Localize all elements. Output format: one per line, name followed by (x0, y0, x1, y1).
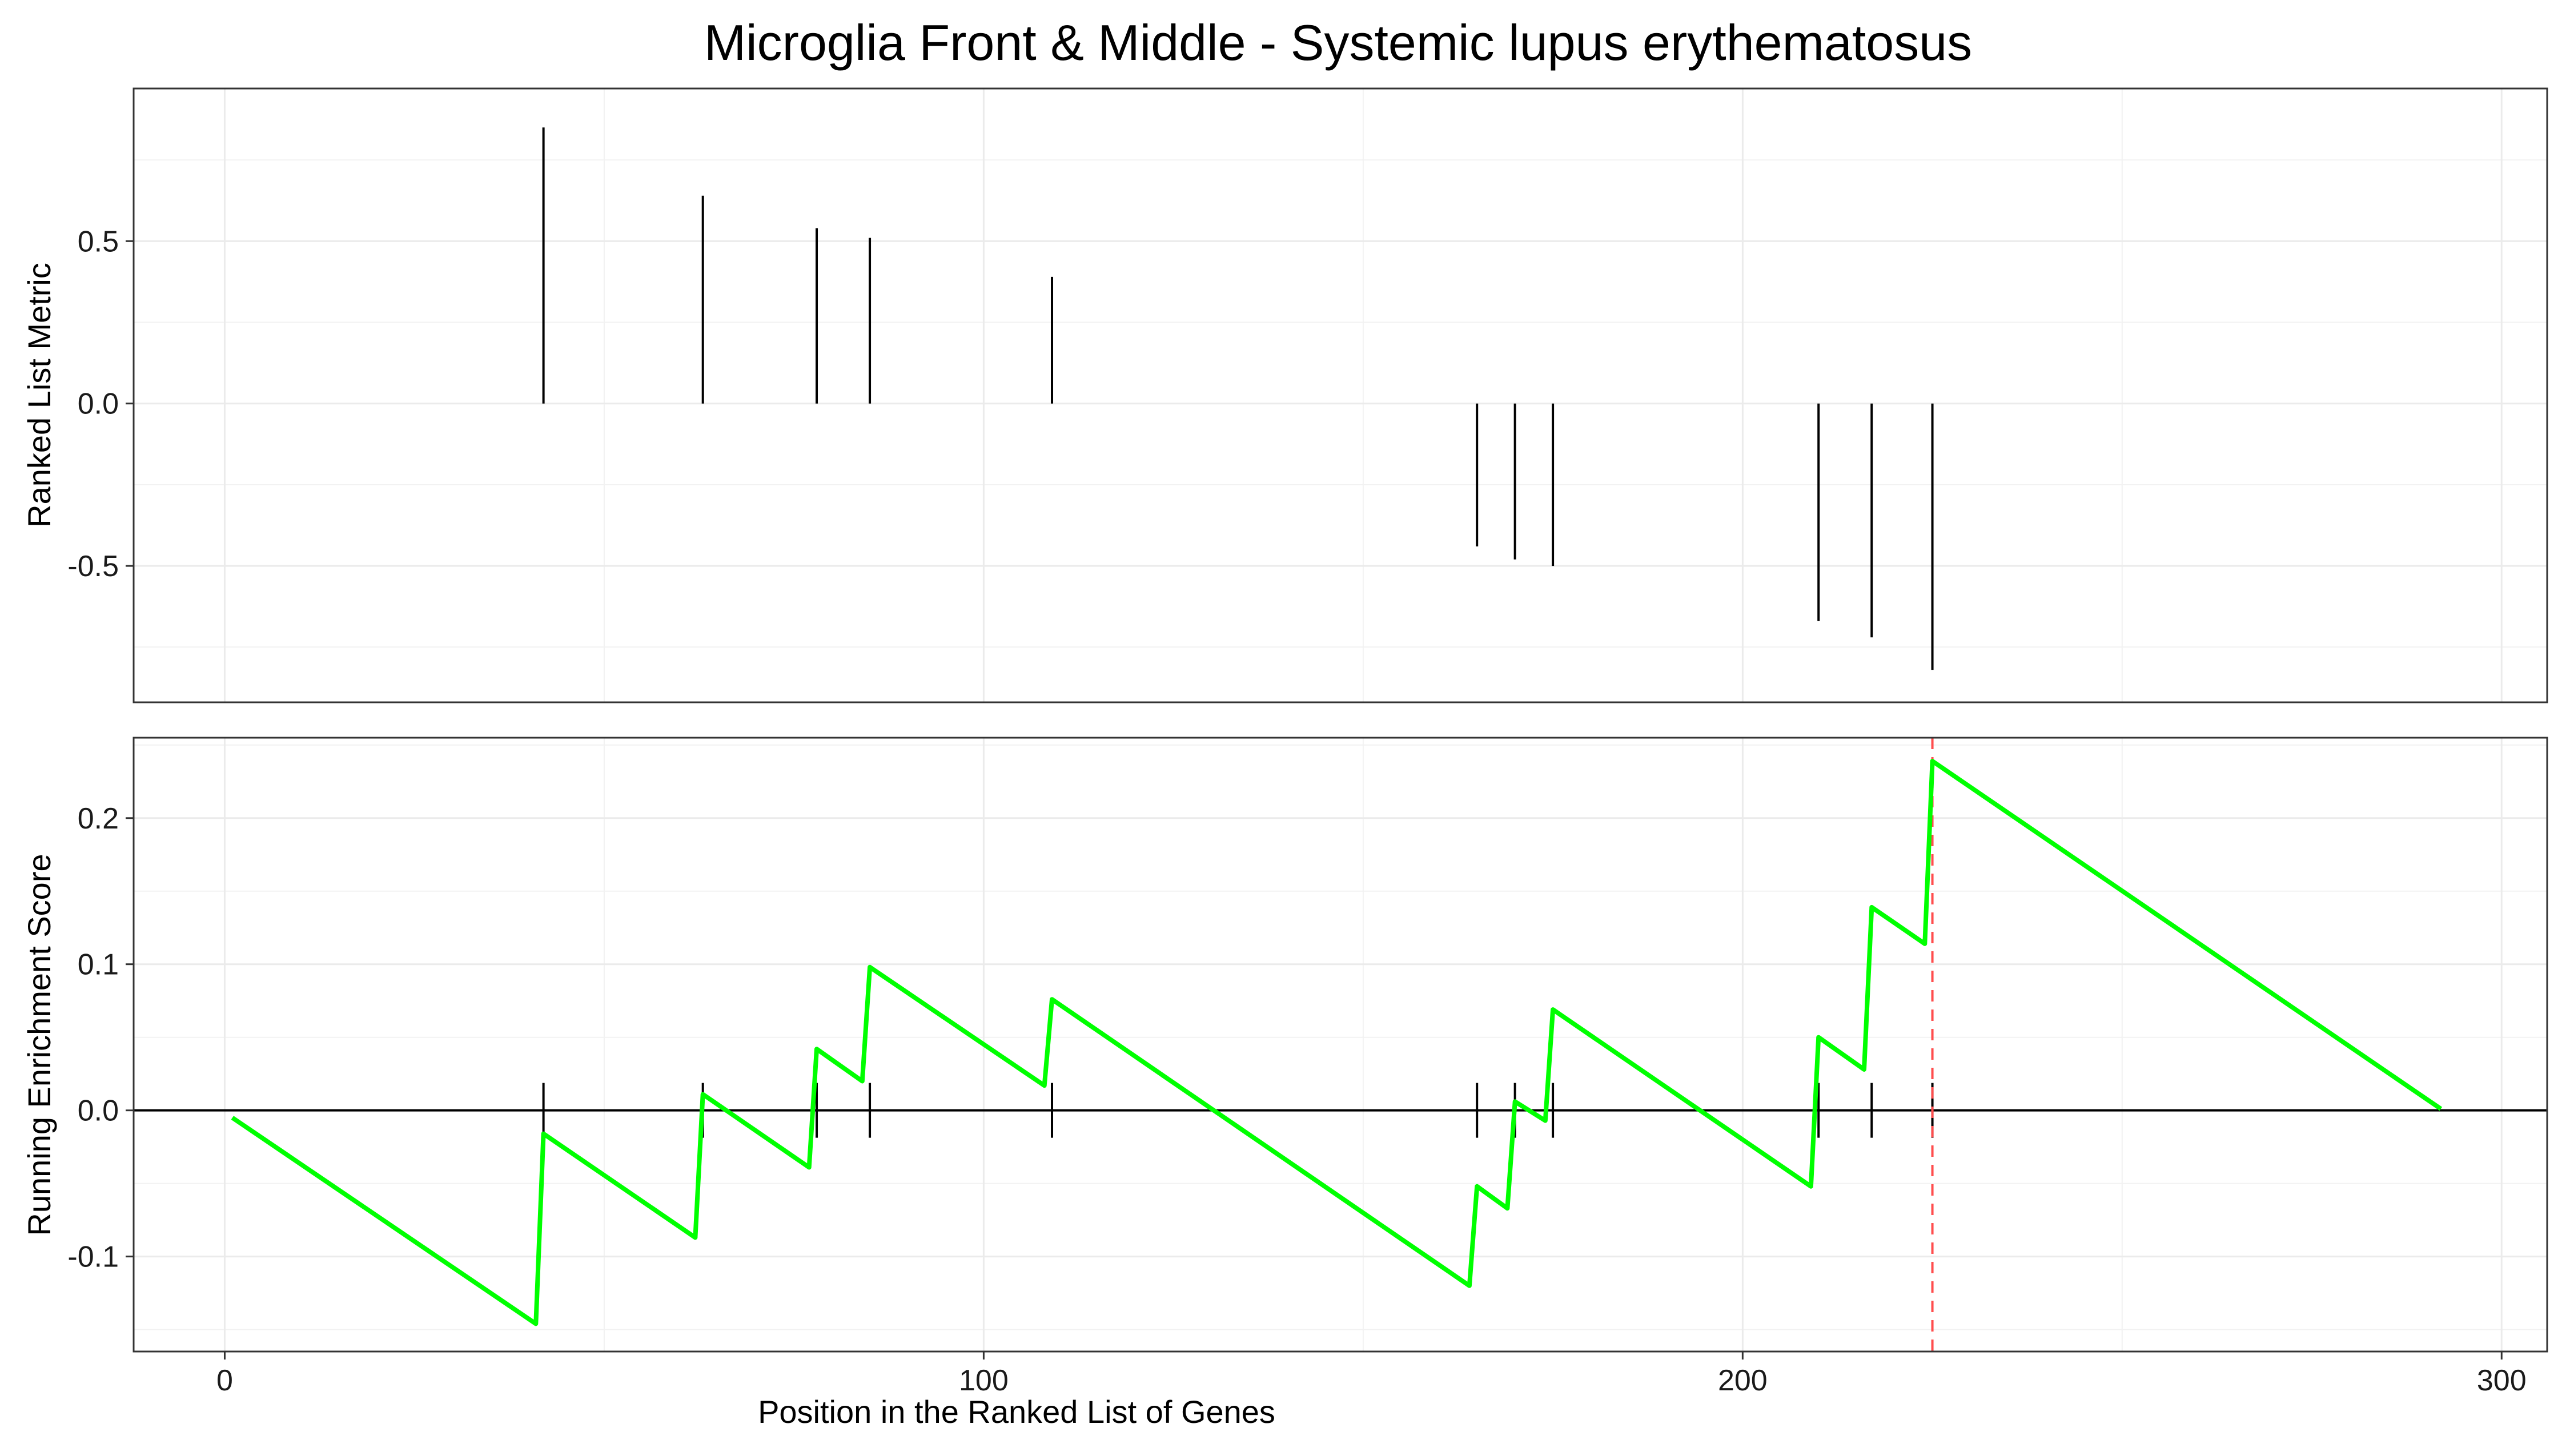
ranked-metric-grid (134, 89, 2547, 702)
ranked-metric-y-tick-label: 0.0 (78, 388, 119, 421)
ranked-metric-panel-background (134, 89, 2547, 702)
x-axis: 0 100 200 300 (216, 1352, 2527, 1397)
ranked-metric-y-tick-label: 0.5 (78, 225, 119, 258)
running-enrichment-y-axis: 0.2 0.1 0.0 -0.1 (67, 802, 134, 1274)
running-enrichment-content (134, 738, 2547, 1352)
ranked-metric-panel: 0.5 0.0 -0.5 Ranked List Metric (21, 87, 2548, 703)
ranked-metric-panel-border (132, 87, 2548, 703)
x-tick-label: 300 (2477, 1364, 2527, 1397)
ranked-metric-bars (542, 127, 1934, 670)
running-enrichment-panel-border (132, 737, 2548, 1353)
running-enrichment-y-tick-label: 0.1 (78, 948, 119, 982)
running-enrichment-y-axis-title: Running Enrichment Score (21, 854, 57, 1236)
running-enrichment-y-tick-label: -0.1 (67, 1241, 119, 1274)
running-enrichment-panel: 0.2 0.1 0.0 -0.1 Running Enrichment Score (21, 737, 2548, 1353)
running-enrichment-y-tick-label: 0.2 (78, 802, 119, 835)
running-enrichment-grid (134, 738, 2547, 1352)
running-enrichment-curve (231, 759, 2443, 1326)
running-enrichment-y-tick-label: 0.0 (78, 1095, 119, 1128)
ranked-metric-y-axis-title: Ranked List Metric (21, 263, 57, 528)
ranked-metric-y-tick-label: -0.5 (67, 550, 119, 583)
running-enrichment-panel-background (134, 738, 2547, 1352)
x-tick-label: 200 (1718, 1364, 1768, 1397)
ranked-metric-y-axis: 0.5 0.0 -0.5 (67, 225, 134, 583)
x-tick-label: 100 (959, 1364, 1009, 1397)
x-axis-title: Position in the Ranked List of Genes (758, 1394, 1275, 1430)
x-tick-label: 0 (216, 1364, 233, 1397)
chart-title: Microglia Front & Middle - Systemic lupu… (704, 14, 1972, 71)
